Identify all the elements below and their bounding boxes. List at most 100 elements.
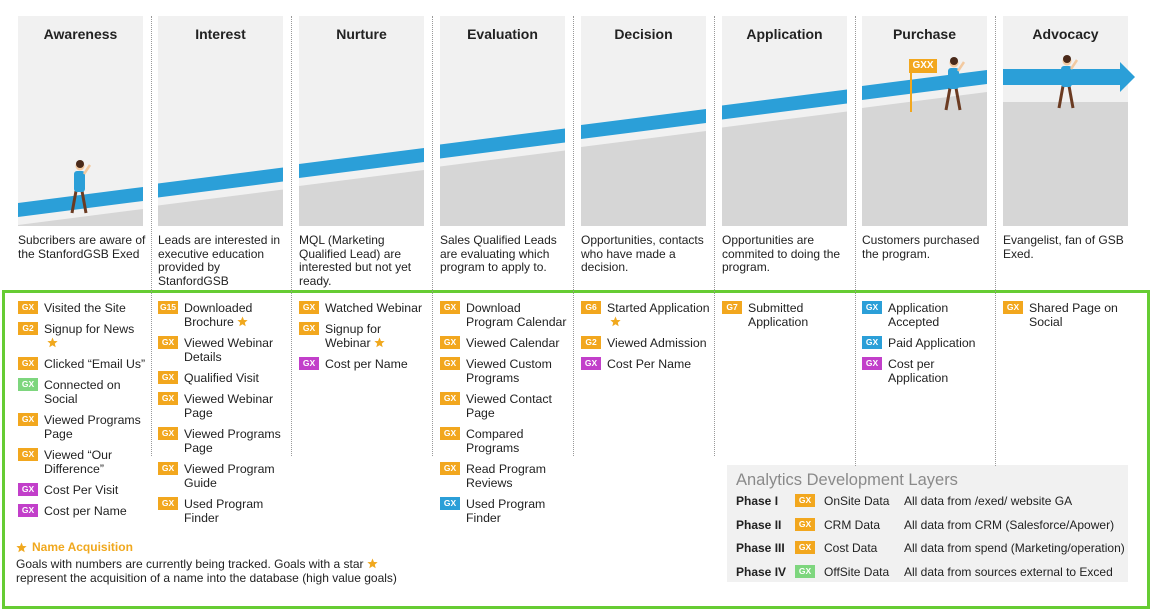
star-wrap	[237, 316, 248, 327]
goal-item: GX Signup for Webinar	[299, 322, 431, 350]
goal-item: GX Cost per Application	[862, 357, 994, 385]
star	[47, 337, 58, 348]
star-icon	[373, 337, 385, 348]
note-text: Goals with numbers are currently being t…	[16, 557, 364, 571]
goal-badge: GX	[440, 392, 460, 405]
goal-text: Viewed Programs Page	[44, 413, 141, 441]
goal-badge: GX	[18, 483, 38, 496]
separator	[995, 16, 996, 466]
goal-list: G15 Downloaded Brochure GX Viewed Webinar D…	[158, 301, 290, 532]
goal-item: GX Watched Webinar	[299, 301, 431, 315]
goal-text: Cost per Name	[325, 357, 408, 371]
star-icon	[610, 316, 621, 327]
goal-text: Signup for News	[44, 322, 148, 350]
phase-label: Phase IV	[736, 564, 787, 579]
progress-band	[18, 187, 143, 217]
goal-item: GX Viewed Programs Page	[158, 427, 290, 455]
star-wrap	[610, 316, 621, 327]
person-figure	[944, 57, 966, 111]
stage-illustration	[18, 160, 143, 226]
goal-list: GX Visited the Site G2 Signup for News GX Cli…	[18, 301, 150, 525]
body	[74, 171, 85, 192]
goal-item: GX Viewed Calendar	[440, 336, 572, 350]
ground	[581, 131, 706, 226]
goal-text: Cost per Name	[44, 504, 127, 518]
phase-description: All data from CRM (Salesforce/Apower)	[904, 517, 1115, 532]
leg	[944, 87, 952, 111]
goal-badge: GX	[18, 378, 38, 391]
goal-item: GX Read Program Reviews	[440, 462, 572, 490]
stage-description: Subcribers are aware of the StanfordGSB …	[18, 233, 146, 261]
goal-item: G7 Submitted Application	[722, 301, 854, 329]
separator	[432, 16, 433, 456]
stage-illustration	[158, 167, 283, 226]
ground	[299, 170, 424, 226]
goal-text: Started Application	[607, 301, 711, 329]
goal-badge: GX	[440, 336, 460, 349]
hair	[76, 160, 84, 168]
stage-title: Advocacy	[1032, 26, 1099, 42]
phase-description: All data from /exed/ website GA	[904, 494, 1073, 508]
ground	[722, 111, 847, 226]
goal-item: GX Viewed Programs Page	[18, 413, 150, 441]
stage-panel: Interest	[158, 16, 283, 226]
star	[610, 316, 621, 327]
goal-badge: G2	[581, 336, 601, 349]
legend-title: Name Acquisition	[32, 540, 133, 554]
goal-badge: GX	[158, 392, 178, 405]
goal-text: Read Program Reviews	[466, 462, 546, 490]
goal-text: Submitted Application	[748, 301, 809, 329]
phase-description: All data from spend (Marketing/operation…	[904, 541, 1125, 555]
legend-note: Goals with numbers are currently being t…	[16, 557, 436, 585]
hair	[1063, 55, 1071, 63]
phase-badge: GX	[795, 564, 815, 578]
goal-item: GX Cost Per Visit	[18, 483, 150, 497]
goal-badge: GX	[18, 413, 38, 426]
goal-text: Cost Per Name	[607, 357, 692, 371]
goal-badge: GX	[158, 336, 178, 349]
goal-item: GX Viewed Webinar Page	[158, 392, 290, 420]
goal-item: GX Compared Programs	[440, 427, 572, 455]
stage-description: MQL (Marketing Qualified Lead) are inter…	[299, 233, 412, 288]
phase-label: Phase I	[736, 494, 779, 508]
goal-item: GX Used Program Finder	[440, 497, 572, 525]
stage-illustration	[722, 89, 847, 226]
goal-text: Viewed Contact Page	[466, 392, 552, 420]
goal-text: Viewed Calendar	[466, 336, 560, 350]
goal-text: Compared Programs	[466, 427, 524, 455]
goal-text: Paid Application	[888, 336, 976, 350]
progress-band	[158, 167, 283, 198]
stage-description: Opportunities, contacts who have made a …	[581, 233, 704, 274]
stage-description: Sales Qualified Leads are evaluating whi…	[440, 233, 557, 274]
ground	[1003, 102, 1128, 226]
stage-description: Evangelist, fan of GSB Exed.	[1003, 233, 1124, 261]
goal-text: Used Program Finder	[184, 497, 264, 525]
phase-label: Phase III	[736, 541, 785, 555]
goal-item: G2 Signup for News	[18, 322, 150, 350]
goal-item: G15 Downloaded Brochure	[158, 301, 290, 329]
hair	[950, 57, 958, 65]
goal-item: GX Viewed Contact Page	[440, 392, 572, 420]
goal-badge: GX	[18, 301, 38, 314]
goal-badge: GX	[299, 322, 319, 335]
stage-illustration	[299, 148, 424, 226]
stage-panel: Nurture	[299, 16, 424, 226]
goal-badge: GX	[440, 497, 460, 510]
star-icon	[237, 316, 248, 327]
body	[1061, 66, 1072, 87]
goal-badge: GX	[18, 448, 38, 461]
goal-list: GX Application Accepted GX Paid Application…	[862, 301, 994, 392]
goal-badge: GX	[581, 357, 601, 370]
goal-item: GX Qualified Visit	[158, 371, 290, 385]
goal-text: Qualified Visit	[184, 371, 259, 385]
phase-label: Phase II	[736, 517, 782, 532]
ground	[18, 209, 143, 226]
goal-text: Cost per Application	[888, 357, 949, 385]
analytics-box: Analytics Development Layers Phase I GX On…	[727, 465, 1128, 582]
goal-item: GX Paid Application	[862, 336, 994, 350]
body	[948, 68, 959, 89]
goal-badge: G6	[581, 301, 601, 314]
person-figure	[1057, 55, 1079, 109]
note-text: represent the acquisition of a name into…	[16, 571, 397, 585]
phase-source: Cost Data	[824, 541, 878, 555]
